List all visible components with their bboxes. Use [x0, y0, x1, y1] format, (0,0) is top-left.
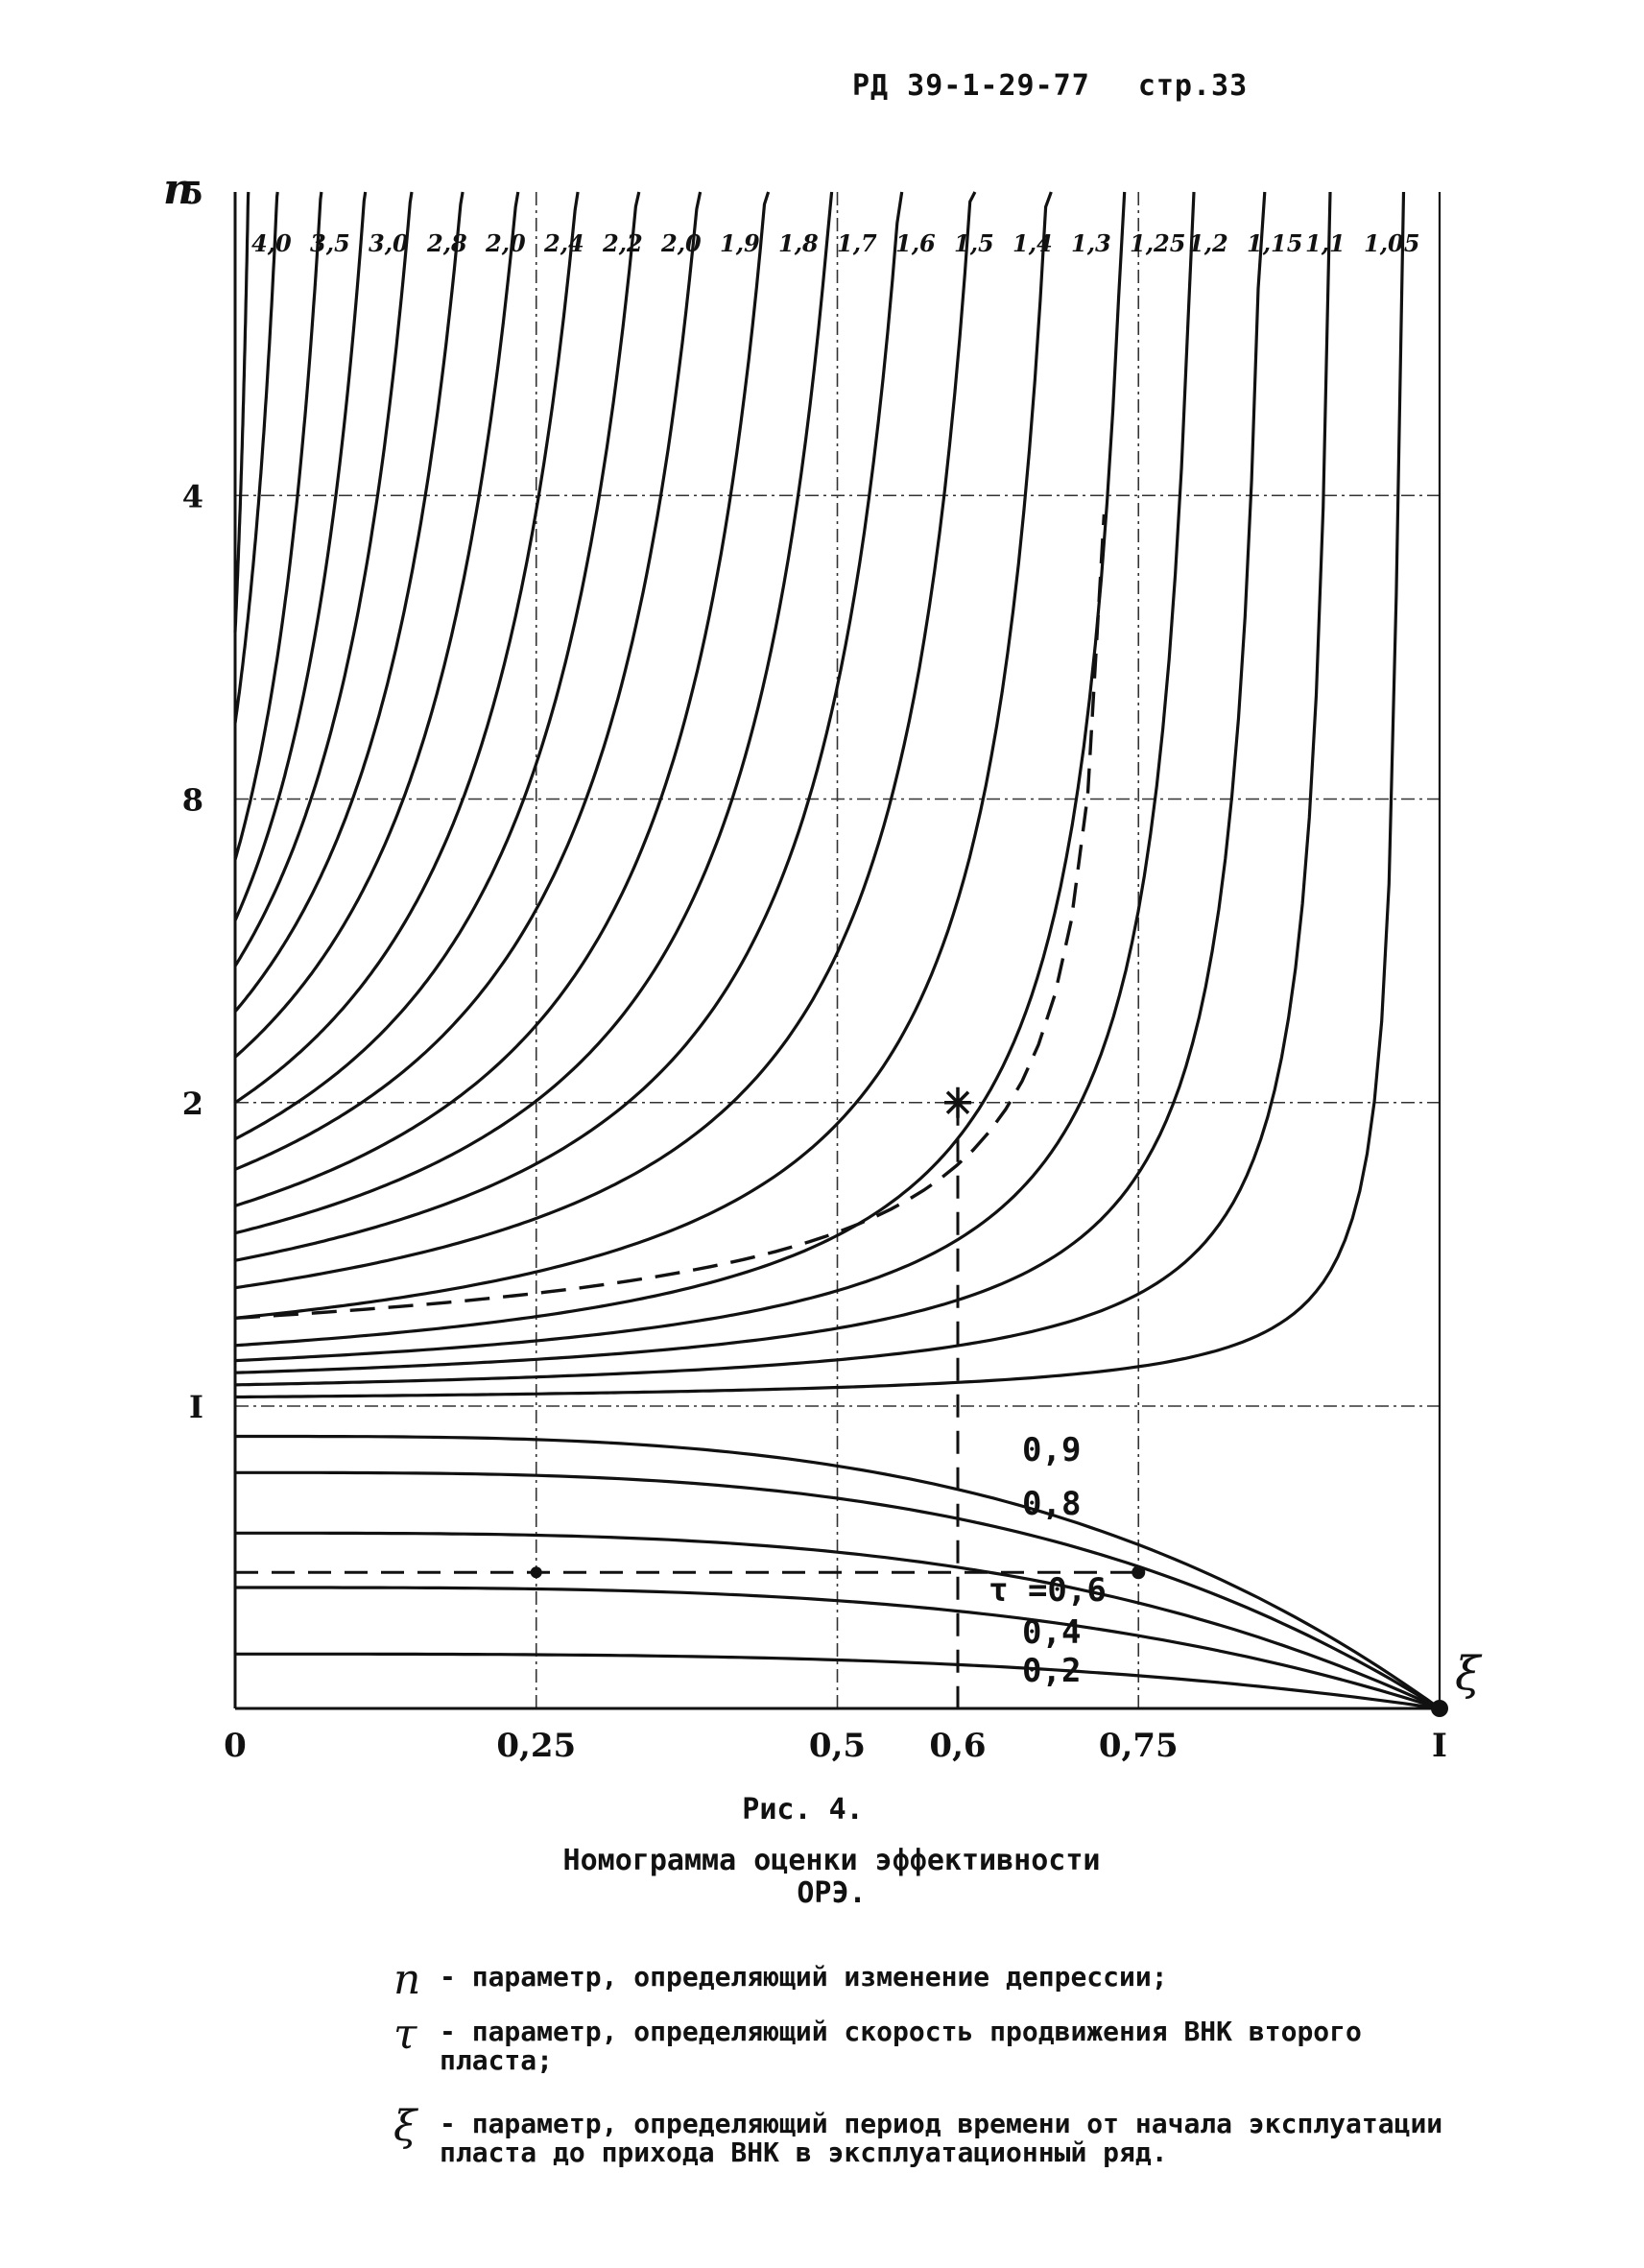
curve-label: 1,8 — [778, 229, 819, 257]
upper-curve — [233, 191, 520, 1059]
lower-curve — [235, 1531, 1441, 1710]
nomogram-chart: 4,0 3,5 3,0 2,8 2,0 2,4 2,2 2,0 1,9 1,8 1,7 1,6 1,5 1… — [163, 165, 1483, 1765]
example-dashed-curve — [234, 513, 1107, 1320]
curve-label: 1,5 — [954, 229, 994, 257]
upper-curve — [235, 191, 1406, 1399]
lower-curve — [235, 1470, 1441, 1710]
x-tick-label: I — [1432, 1727, 1447, 1765]
legend-symbol: n — [393, 1955, 421, 2004]
upper-curve — [234, 191, 1053, 1320]
legend-symbol: τ — [393, 2010, 417, 2059]
x-tick-label: 0,25 — [496, 1727, 576, 1765]
upper-curve — [234, 191, 703, 1171]
y-tick-label: 2 — [182, 1086, 203, 1122]
y-tick-label: 4 — [182, 478, 203, 514]
x-tick-label: 0,6 — [929, 1727, 986, 1765]
curve-label: 1,9 — [720, 229, 760, 257]
figure-title: Номограмма оценки эффективности ОРЭ. — [10, 1845, 1644, 1910]
upper-curve — [234, 191, 1196, 1363]
curve-label: 2,0 — [485, 229, 526, 257]
curve-label: 3,0 — [369, 229, 409, 257]
page-number: стр.33 — [1137, 69, 1249, 103]
upper-curve — [234, 191, 834, 1235]
upper-curve — [234, 191, 904, 1262]
lower-curve — [235, 1434, 1441, 1710]
legend-item: ξ - параметр, определяющий период времен… — [393, 2102, 1488, 2168]
x-tick-label: 0 — [224, 1727, 247, 1765]
lower-curve — [235, 1652, 1441, 1710]
upper-curve — [234, 191, 771, 1207]
upper-curve — [233, 191, 414, 967]
figure-title-line2: ОРЭ. — [797, 1876, 867, 1910]
lower-curve-label: 0,4 — [1022, 1613, 1081, 1652]
y-tick-label: 8 — [182, 782, 203, 819]
legend-text: - параметр, определяющий скорость продви… — [440, 2016, 1362, 2076]
curve-label: 2,2 — [602, 229, 643, 257]
lower-curve — [235, 1586, 1441, 1710]
doc-code: РД 39-1-29-77 — [852, 69, 1090, 103]
upper-curve — [234, 191, 580, 1105]
lower-curve-label: τ =0,6 — [989, 1571, 1107, 1610]
curve-label: 2,8 — [426, 229, 467, 257]
curve-label: 1,4 — [1013, 229, 1053, 257]
upper-curve — [234, 191, 641, 1141]
legend-text: - параметр, определяющий изменение депре… — [440, 1961, 1168, 1993]
y-tick-label: 5 — [182, 175, 203, 211]
curve-label: 1,1 — [1305, 229, 1346, 257]
upper-curve — [234, 191, 1267, 1374]
x-tick-label: 0,5 — [809, 1727, 866, 1765]
y-axis-label: n — [163, 165, 194, 214]
curve-label: 1,3 — [1071, 229, 1111, 257]
upper-curve — [233, 191, 368, 921]
curve-label: 2,4 — [543, 229, 584, 257]
curve-label: 1,6 — [895, 229, 936, 257]
curve-label: 1,7 — [837, 229, 877, 257]
lower-curve-label: 0,8 — [1022, 1485, 1081, 1523]
lower-curve-label: 0,2 — [1022, 1652, 1081, 1690]
curve-label: 1,05 — [1364, 229, 1419, 257]
figure-number: Рис. 4. — [742, 1793, 864, 1826]
x-axis-label: ξ — [1455, 1647, 1483, 1701]
example-point-marker — [530, 1566, 542, 1579]
legend-text: - параметр, определяющий период времени … — [440, 2108, 1443, 2168]
x-tick-label: 0,75 — [1099, 1727, 1179, 1765]
upper-curve — [233, 191, 250, 633]
upper-curve — [234, 191, 1332, 1387]
upper-curve — [234, 191, 977, 1290]
curve-label: 1,2 — [1188, 229, 1228, 257]
page-header: РД 39-1-29-77 стр.33 — [852, 69, 1248, 103]
upper-curve — [234, 191, 1127, 1348]
example-star-marker — [944, 1086, 971, 1118]
curve-label: 1,15 — [1247, 229, 1302, 257]
curve-label: 4,0 — [251, 229, 292, 257]
legend-item: n - параметр, определяющий изменение деп… — [393, 1955, 1488, 2004]
upper-curve — [233, 191, 323, 861]
y-tick-label: I — [189, 1389, 203, 1425]
figure-title-line1: Номограмма оценки эффективности — [562, 1844, 1101, 1877]
convergence-point — [1431, 1700, 1448, 1717]
upper-curve — [233, 191, 279, 724]
lower-curve-label: 0,9 — [1022, 1431, 1081, 1469]
legend-item: τ - параметр, определяющий скорость прод… — [393, 2010, 1488, 2076]
legend-symbol: ξ — [393, 2102, 417, 2151]
upper-curve — [233, 191, 465, 1013]
curve-label: 1,25 — [1130, 229, 1185, 257]
